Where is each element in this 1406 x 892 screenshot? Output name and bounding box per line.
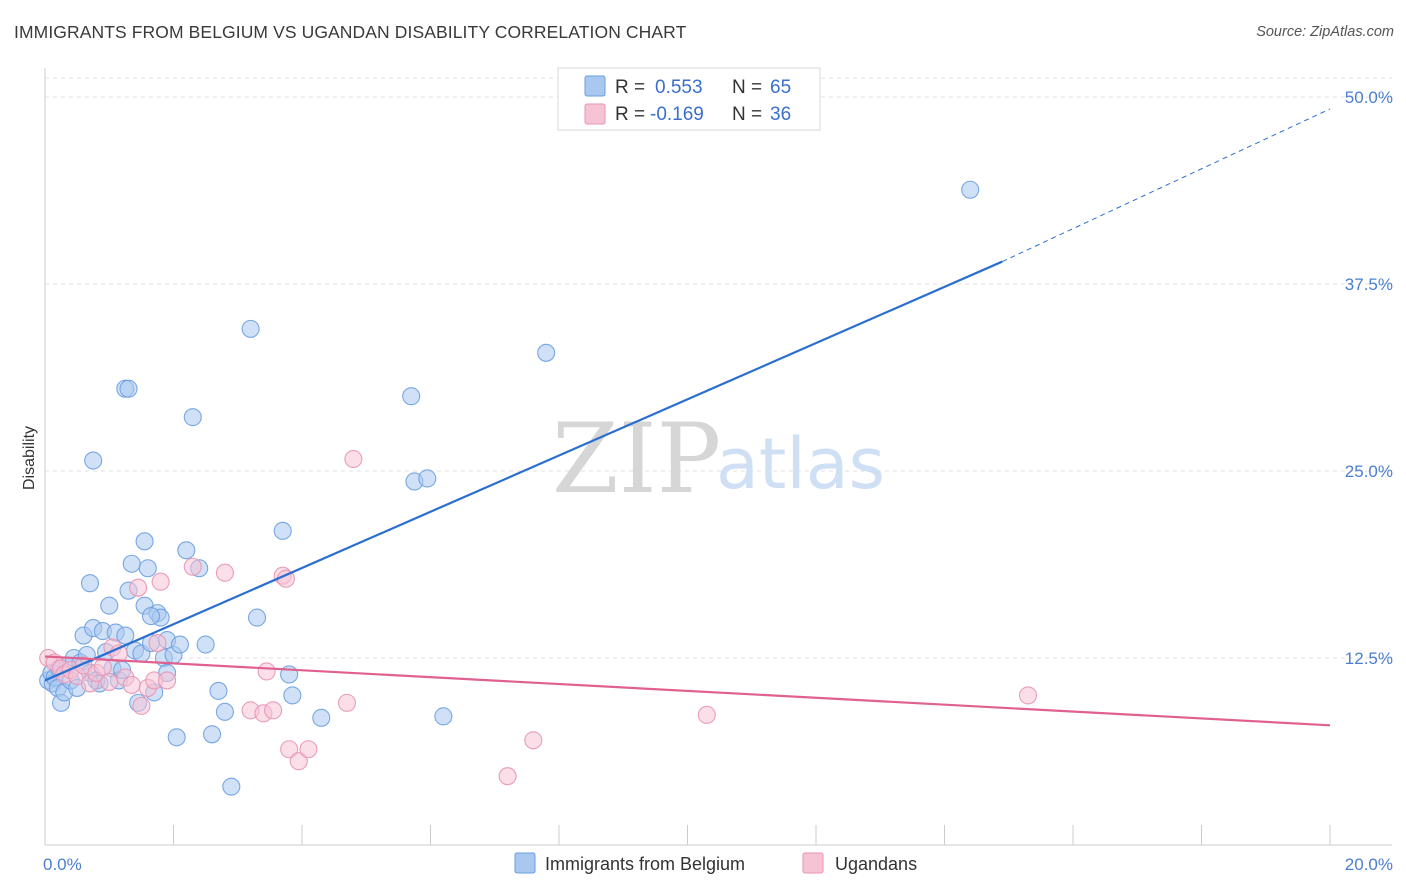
y-tick-label-0: 12.5% bbox=[1345, 649, 1393, 668]
trend-line-belgium-extension bbox=[1002, 108, 1331, 263]
point-ugandans-38 bbox=[1018, 686, 1038, 705]
point-ugandans-35 bbox=[498, 767, 517, 786]
point-belgium-59 bbox=[247, 608, 267, 627]
point-belgium-60 bbox=[273, 521, 292, 540]
point-belgium-51 bbox=[183, 408, 202, 427]
point-ugandans-37 bbox=[697, 705, 716, 724]
grid-lines bbox=[45, 77, 1392, 659]
point-belgium-68 bbox=[537, 343, 556, 362]
source-label: Source: ZipAtlas.com bbox=[1256, 24, 1394, 40]
point-ugandans-27 bbox=[264, 701, 283, 720]
point-ugandans-19 bbox=[148, 633, 167, 653]
point-ugandans-36 bbox=[524, 731, 543, 750]
legend-r-value-belgium: 0.553 bbox=[655, 77, 703, 98]
point-ugandans-32 bbox=[299, 740, 318, 759]
point-belgium-26 bbox=[116, 626, 135, 645]
legend-r-value-ugandans: -0.169 bbox=[650, 104, 704, 125]
point-belgium-43 bbox=[119, 379, 138, 398]
point-ugandans-23 bbox=[215, 563, 234, 582]
legend-n-label-ugandans: N = bbox=[732, 104, 762, 125]
x-tick-label-1: 20.0% bbox=[1345, 855, 1393, 874]
chart-title: IMMIGRANTS FROM BELGIUM VS UGANDAN DISAB… bbox=[14, 22, 687, 42]
point-ugandans-30 bbox=[280, 740, 299, 759]
watermark-zip: ZIP bbox=[552, 403, 721, 515]
y-axis-label: Disability bbox=[21, 426, 38, 490]
point-belgium-63 bbox=[312, 708, 331, 727]
point-ugandans-9 bbox=[93, 657, 112, 677]
point-ugandans-34 bbox=[344, 449, 363, 469]
point-ugandans-31 bbox=[289, 752, 308, 771]
point-ugandans-33 bbox=[337, 693, 357, 712]
point-ugandans-21 bbox=[158, 671, 177, 690]
legend-r-label-ugandans: R = bbox=[615, 104, 645, 125]
bottom-legend-swatch-belgium bbox=[514, 852, 536, 874]
point-belgium-40 bbox=[80, 574, 100, 593]
trend-line-belgium bbox=[44, 260, 1003, 682]
point-belgium-56 bbox=[215, 702, 234, 721]
legend-swatch-belgium bbox=[584, 75, 606, 97]
point-belgium-58 bbox=[241, 319, 260, 338]
trend-line-ugandans bbox=[44, 655, 1331, 727]
point-ugandans-26 bbox=[257, 662, 276, 681]
y-tick-label-3: 50.0% bbox=[1345, 88, 1393, 107]
point-ugandans-15 bbox=[129, 578, 148, 597]
bottom-legend-label-belgium: Immigrants from Belgium bbox=[545, 854, 745, 874]
legend-n-value-ugandans: 36 bbox=[770, 104, 791, 125]
point-belgium-67 bbox=[434, 707, 453, 726]
point-ugandans-16 bbox=[132, 696, 151, 715]
watermark: ZIP atlas bbox=[552, 403, 885, 515]
point-ugandans-10 bbox=[100, 672, 119, 691]
point-ugandans-14 bbox=[122, 675, 141, 694]
point-belgium-54 bbox=[203, 725, 222, 744]
legend-n-label-belgium: N = bbox=[732, 77, 762, 98]
legend-top: R = 0.553 N = 65 R = -0.169 N = 36 bbox=[557, 67, 821, 131]
point-belgium-69 bbox=[961, 180, 980, 199]
legend-r-label-belgium: R = bbox=[615, 77, 645, 98]
legend-swatch-ugandans bbox=[584, 103, 606, 125]
watermark-atlas: atlas bbox=[716, 423, 885, 505]
point-belgium-53 bbox=[196, 635, 215, 654]
point-belgium-44 bbox=[135, 532, 154, 551]
point-ugandans-22 bbox=[183, 557, 202, 576]
point-belgium-48 bbox=[167, 728, 186, 747]
point-belgium-57 bbox=[222, 777, 241, 796]
legend-n-value-belgium: 65 bbox=[770, 77, 791, 98]
y-tick-label-1: 25.0% bbox=[1345, 462, 1393, 481]
axes bbox=[44, 68, 1392, 846]
x-tick-labels: 0.0% 20.0% bbox=[43, 855, 1393, 874]
x-tick-label-0: 0.0% bbox=[43, 855, 82, 874]
data-points bbox=[39, 180, 1038, 796]
trend-lines bbox=[44, 108, 1331, 727]
y-tick-label-2: 37.5% bbox=[1345, 275, 1393, 294]
point-belgium-50 bbox=[177, 541, 196, 560]
bottom-legend-swatch-ugandans bbox=[802, 852, 824, 874]
point-belgium-66 bbox=[418, 469, 437, 488]
point-belgium-49 bbox=[170, 635, 189, 654]
y-tick-labels: 12.5% 25.0% 37.5% 50.0% bbox=[1345, 88, 1393, 668]
legend-bottom: Immigrants from Belgium Ugandans bbox=[514, 852, 917, 874]
bottom-legend-label-ugandans: Ugandans bbox=[835, 854, 917, 874]
point-belgium-41 bbox=[84, 451, 103, 470]
point-belgium-28 bbox=[122, 554, 141, 573]
point-belgium-45 bbox=[141, 607, 161, 626]
point-ugandans-20 bbox=[151, 572, 170, 591]
point-belgium-55 bbox=[209, 681, 228, 700]
point-belgium-64 bbox=[402, 387, 421, 406]
point-belgium-62 bbox=[283, 686, 302, 705]
point-belgium-21 bbox=[100, 596, 119, 615]
point-belgium-33 bbox=[138, 559, 157, 578]
